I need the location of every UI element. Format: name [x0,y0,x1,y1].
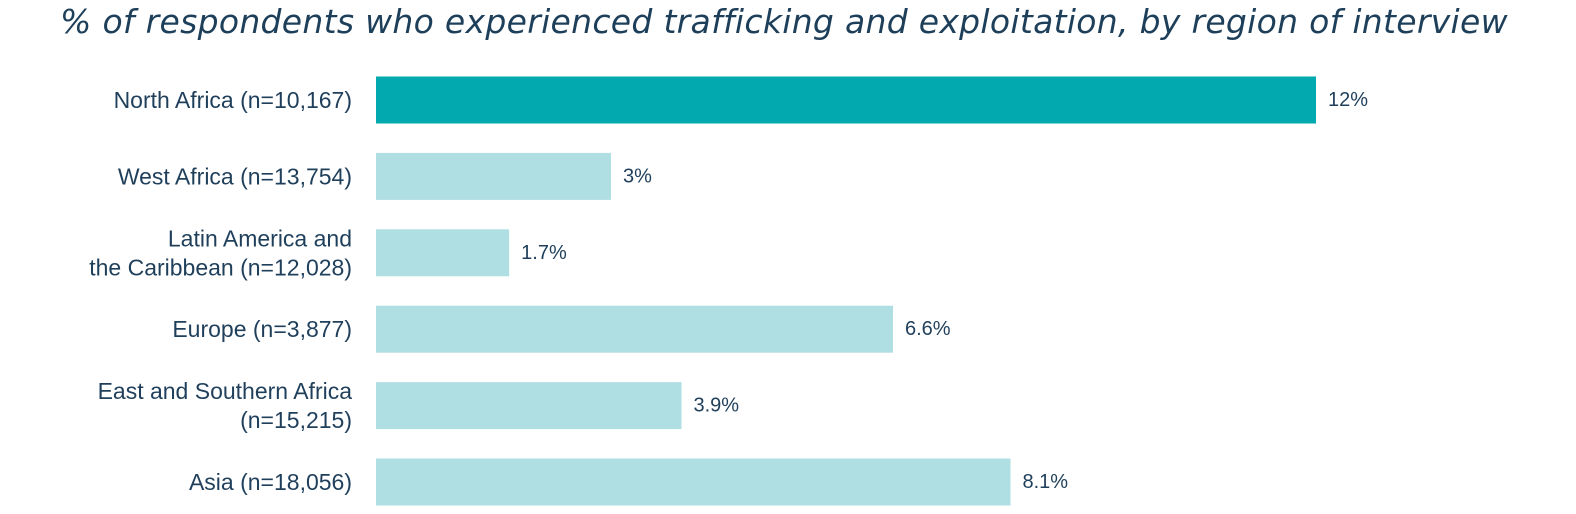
bar-0 [376,76,1316,124]
category-label-2: Latin America and the Caribbean (n=12,028… [89,225,352,280]
value-label-4: 3.9% [694,395,740,417]
category-label-1: West Africa (n=13,754) [118,163,352,189]
category-label-3: Europe (n=3,877) [172,316,352,342]
bar-1 [376,152,611,200]
bar-2 [376,229,510,277]
value-label-2: 1.7% [521,242,567,264]
value-label-0: 12% [1328,89,1368,111]
chart-title: % of respondents who experienced traffic… [60,2,1508,41]
value-label-1: 3% [623,165,652,187]
category-label-5: Asia (n=18,056) [189,469,352,495]
bar-3 [376,305,893,353]
value-label-5: 8.1% [1023,471,1069,493]
bar-5 [376,458,1011,506]
category-label-0: North Africa (n=10,167) [114,87,352,113]
category-label-4: East and Southern Africa (n=15,215) [98,378,353,433]
value-label-3: 6.6% [905,318,951,340]
bar-4 [376,382,682,430]
